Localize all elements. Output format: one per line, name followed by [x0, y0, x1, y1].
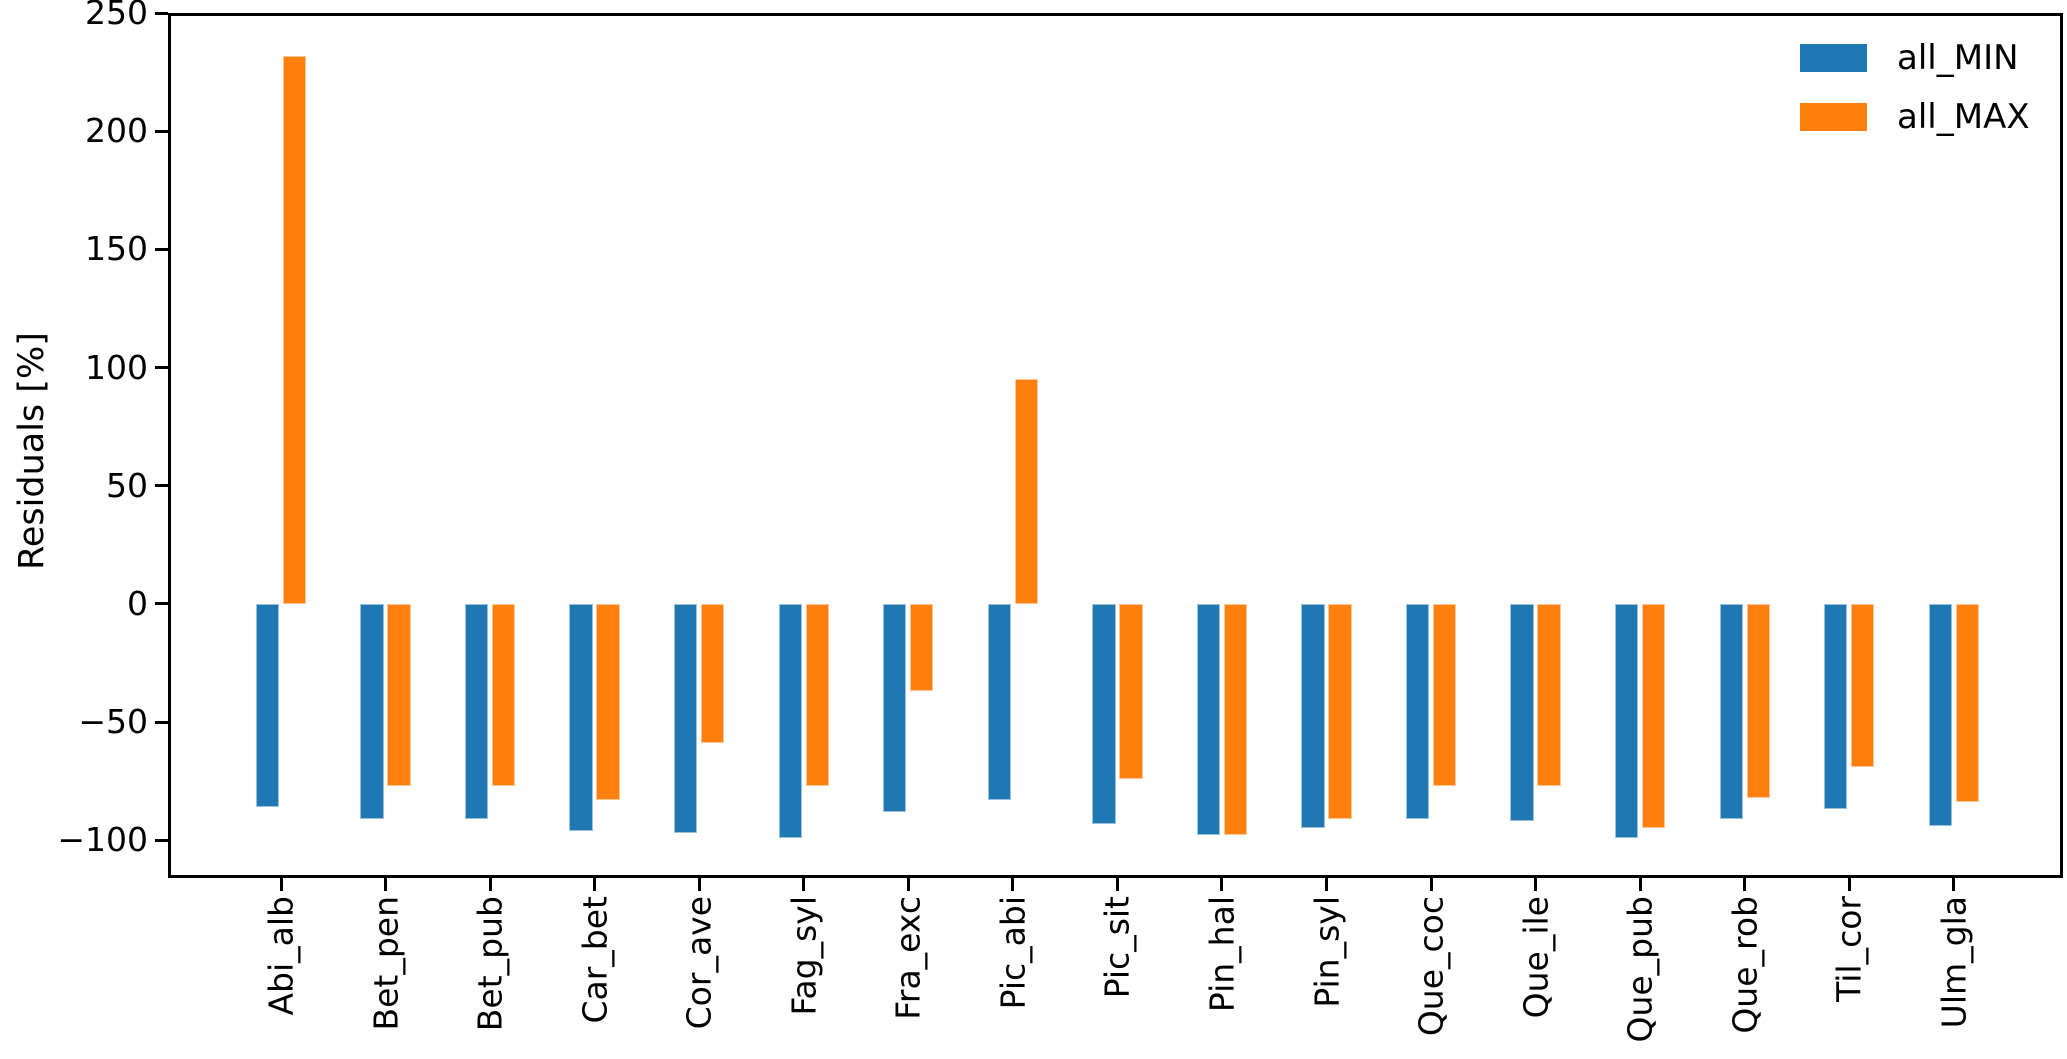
y-tick-mark [155, 366, 168, 369]
y-tick-label: 250 [85, 0, 148, 32]
x-tick-label: Fra_exc [888, 896, 928, 1020]
legend-entry-all-min: all_MIN [1800, 41, 2030, 75]
bar-all_max-cor_ave [701, 603, 725, 744]
x-tick-mark [1952, 878, 1956, 891]
y-tick-mark [155, 484, 168, 488]
bar-all_max-fra_exc [910, 603, 934, 692]
x-tick-mark [384, 878, 388, 891]
bar-all_min-pin_syl [1301, 603, 1325, 829]
x-tick-mark [802, 878, 806, 891]
x-tick-label: Pin_syl [1307, 896, 1346, 1008]
legend-label-all-max: all_MAX [1897, 97, 2030, 137]
x-tick-label: Pic_sit [1097, 896, 1137, 999]
bar-all_max-pin_hal [1223, 603, 1248, 836]
bar-all_max-abi_alb [282, 55, 307, 604]
x-tick-label: Bet_pub [470, 896, 510, 1032]
x-tick-label: Ulm_gla [1934, 896, 1974, 1029]
y-tick-mark [155, 129, 168, 133]
bar-all_max-pic_abi [1014, 379, 1039, 604]
x-tick-label: Bet_pen [366, 896, 406, 1031]
bar-all_min-pic_sit [1092, 603, 1116, 824]
x-tick-label: Fag_syl [784, 896, 824, 1016]
y-tick-label: −100 [57, 820, 148, 860]
bar-all_max-que_pub [1641, 603, 1666, 829]
x-tick-label: Abi_alb [261, 896, 301, 1016]
y-tick-label: 200 [85, 111, 148, 151]
x-tick-mark [279, 878, 283, 891]
bar-all_max-pic_sit [1119, 603, 1143, 779]
x-tick-mark [1011, 878, 1015, 891]
x-tick-mark [1429, 878, 1433, 891]
y-tick-label: 50 [106, 465, 148, 505]
y-tick-label: 0 [127, 583, 148, 623]
bar-all_min-fag_syl [778, 603, 802, 838]
y-tick-label: −50 [78, 702, 148, 742]
x-tick-label: Que_ile [1516, 896, 1556, 1019]
x-tick-label: Til_cor [1829, 896, 1869, 1002]
bar-all_min-pin_hal [1196, 603, 1221, 836]
x-tick-mark [1325, 878, 1328, 891]
bar-all_min-til_cor [1824, 603, 1848, 810]
bar-all_min-cor_ave [674, 603, 698, 834]
y-tick-label: 100 [85, 347, 148, 387]
x-tick-label: Que_coc [1411, 896, 1451, 1037]
bar-all_max-fag_syl [805, 603, 829, 786]
y-tick-mark [155, 838, 168, 842]
y-tick-mark [155, 11, 168, 15]
x-tick-label: Cor_ave [679, 896, 719, 1030]
legend-swatch-all-min [1800, 44, 1867, 72]
bar-all_min-bet_pub [464, 603, 489, 819]
x-tick-mark [1847, 878, 1851, 891]
bar-all_max-que_rob [1746, 603, 1770, 798]
bar-all_min-que_coc [1405, 603, 1430, 819]
bar-all_min-que_rob [1719, 603, 1743, 819]
legend-entry-all-max: all_MAX [1800, 100, 2030, 134]
bar-all_max-pin_syl [1328, 603, 1352, 819]
x-tick-label: Pin_hal [1202, 896, 1242, 1013]
x-tick-mark [1638, 878, 1642, 891]
bar-all_min-abi_alb [255, 603, 280, 808]
bar-all_max-que_ile [1537, 603, 1561, 786]
bar-all_max-bet_pub [491, 603, 516, 786]
legend-swatch-all-max [1800, 103, 1867, 131]
bar-all_max-que_coc [1432, 603, 1457, 786]
bar-all_min-car_bet [569, 603, 593, 831]
x-tick-mark [488, 878, 492, 891]
y-tick-mark [155, 602, 168, 606]
x-tick-mark [1534, 878, 1538, 891]
bar-all_min-ulm_gla [1928, 603, 1952, 826]
y-tick-mark [155, 720, 168, 724]
bar-all_min-que_ile [1510, 603, 1534, 822]
x-tick-label: Que_pub [1620, 896, 1660, 1043]
legend-label-all-min: all_MIN [1897, 38, 2019, 78]
y-tick-mark [155, 247, 168, 251]
x-tick-mark [906, 878, 910, 891]
x-tick-mark [1115, 878, 1119, 891]
x-tick-mark [1220, 878, 1224, 891]
bar-all_max-ulm_gla [1955, 603, 1979, 803]
x-tick-label: Car_bet [575, 896, 615, 1024]
x-tick-mark [1743, 878, 1747, 891]
y-tick-label: 150 [85, 229, 148, 269]
x-tick-mark [697, 878, 701, 891]
x-tick-mark [593, 878, 597, 891]
bar-all_max-car_bet [596, 603, 620, 800]
x-tick-label: Pic_abi [993, 896, 1033, 1010]
bar-all_min-que_pub [1614, 603, 1639, 838]
x-tick-label: Que_rob [1725, 896, 1765, 1034]
bar-all_max-til_cor [1851, 603, 1875, 767]
bar-all_min-fra_exc [883, 603, 907, 812]
bar-all_max-bet_pen [387, 603, 411, 786]
legend: all_MIN all_MAX [1800, 41, 2030, 134]
bar-all_min-pic_abi [987, 603, 1012, 800]
bar-all_min-bet_pen [360, 603, 384, 819]
